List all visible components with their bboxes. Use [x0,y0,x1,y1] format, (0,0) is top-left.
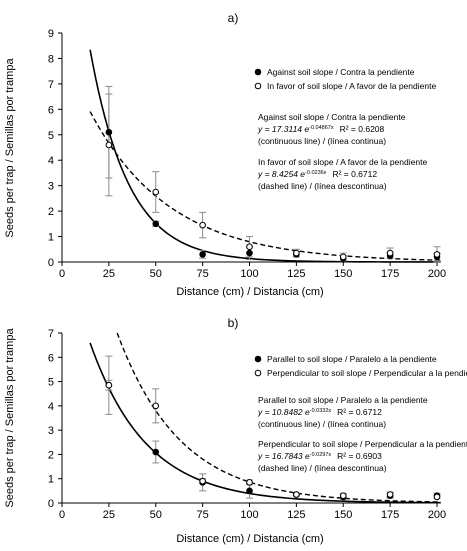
panel-a-y-tick-label: 4 [48,155,54,167]
panel-a-point-in-favor [152,188,160,196]
panel-b-y-axis-label: Seeds per trap / Semillas por trampa [4,328,16,508]
panel-a-x-tick-label: 175 [381,268,399,280]
panel-b-x-tick-label: 200 [428,509,446,521]
panel-a-title: a) [228,11,239,25]
panel-a-y-tick-label: 6 [48,104,54,116]
panel-b-fit-line-parallel [89,342,441,504]
panel-b-point-perpendicular [199,477,206,485]
panel-a-x-tick-label: 75 [197,268,209,280]
panel-a-point-against [246,249,253,257]
panel-b-legend: Parallel to soil slope / Paralelo a la p… [254,354,467,378]
panel-a-plot-area: 0 25 50 75 100 125 150 175 200 0 1 2 3 4 5 6 7 8 9 [48,28,446,280]
legend-marker-perpendicular [254,369,262,377]
panel-b-point-perpendicular [386,491,394,498]
eq-b2-note: (dashed line) / (línea descontinua) [258,463,387,473]
panel-a-y-tick-label: 9 [48,28,54,40]
panel-b-y-tick-label: 7 [48,328,54,340]
panel-a-point-in-favor [339,253,347,261]
panel-b-x-tick-label: 150 [334,509,352,521]
panel-a-point-against [105,128,113,136]
legend-label-against: Against soil slope / Contra la pendiente [267,67,415,77]
panel-b-point-parallel [152,448,160,456]
panel-a-y-tick-label: 5 [48,130,54,142]
panel-a-x-tick-label: 25 [103,268,115,280]
panel-b-x-axis-label: Distance (cm) / Distancia (cm) [176,533,323,545]
panel-a: a) 0 25 50 75 100 125 150 175 200 0 1 2 3 4 5 6 7 8 9 Dist… [4,11,446,298]
panel-a-equations: Against soil slope / Contra la pendiente… [257,112,427,191]
eq-a1-formula: y = 17.3114 e-0.04867x R² = 0.6208 [257,124,385,134]
eq-b1-note: (continuous line) / (línea continua) [258,419,386,429]
panel-b-x-tick-label: 175 [381,509,399,521]
panel-b-point-perpendicular [339,492,347,500]
panel-b-x-tick-label: 25 [103,509,115,521]
panel-b-point-perpendicular [152,402,160,410]
legend-marker-against [254,68,262,76]
legend-label-perpendicular: Perpendicular to soil slope / Perpendicu… [267,368,467,378]
panel-b-point-perpendicular [433,493,441,501]
panel-b-x-tick-label: 125 [287,509,305,521]
eq-a1-heading: Against soil slope / Contra la pendiente [258,112,406,122]
legend-label-in-favor: In favor of soil slope / A favor de la p… [267,81,436,91]
panel-b-x-tick-label: 75 [197,509,209,521]
panel-a-y-tick-label: 7 [48,79,54,91]
panel-a-y-tick-label: 1 [48,232,54,244]
panel-a-point-against [199,251,206,258]
panel-b-title: b) [228,316,239,330]
panel-a-x-axis-label: Distance (cm) / Distancia (cm) [176,286,323,298]
panel-a-x-tick-label: 125 [287,268,305,280]
panel-a-point-in-favor [246,243,253,251]
panel-a-x-tick-label: 0 [59,268,65,280]
panel-a-fit-line-against [89,49,441,263]
panel-a-y-axis-label: Seeds per trap / Semillas por trampa [4,58,16,238]
panel-b-y-tick-label: 5 [48,377,54,389]
panel-a-y-tick-label: 2 [48,206,54,218]
eq-b1-formula: y = 10.8482 e-0.0332x R² = 0.6712 [257,407,382,417]
eq-a2-heading: In favor of soil slope / A favor de la p… [258,157,427,167]
legend-marker-parallel [254,355,262,363]
panel-a-fit-line-in-favor [89,111,441,261]
panel-a-y-tick-label: 3 [48,181,54,193]
panel-a-point-against [152,220,160,228]
panel-b-point-perpendicular [293,491,300,498]
panel-b-point-parallel [246,487,253,495]
eq-b1-heading: Parallel to soil slope / Paralelo a la p… [258,395,428,405]
panel-a-x-tick-label: 50 [150,268,162,280]
panel-a-x-tick-label: 100 [240,268,258,280]
panel-a-x-tick-label: 150 [334,268,352,280]
panel-b-y-tick-label: 2 [48,449,54,461]
panel-b-x-tick-label: 100 [240,509,258,521]
panel-b-x-tick-label: 0 [59,509,65,521]
panel-b-point-perpendicular [246,479,253,486]
panel-b-point-perpendicular [105,381,113,389]
panel-b: b) 0 25 50 75 100 125 150 175 200 0 1 2 3 4 5 6 7 Distan… [4,316,467,545]
eq-b2-formula: y = 16.7843 e-0.0297x R² = 0.6903 [257,451,382,461]
eq-a2-formula: y = 8.4254 e-0.0236x R² = 0.6712 [257,169,377,179]
panel-b-y-tick-label: 0 [48,498,54,510]
panel-b-y-tick-label: 6 [48,352,54,364]
panel-b-x-tick-label: 50 [150,509,162,521]
panel-a-point-in-favor [386,249,394,257]
eq-a2-note: (dashed line) / (línea descontinua) [258,181,387,191]
panel-b-plot-area: 0 25 50 75 100 125 150 175 200 0 1 2 3 4 5 6 7 [48,328,446,521]
panel-b-equations: Parallel to soil slope / Paralelo a la p… [257,395,467,473]
legend-label-parallel: Parallel to soil slope / Paralelo a la p… [267,354,437,364]
panel-a-legend: Against soil slope / Contra la pendiente… [254,67,436,91]
legend-marker-in-favor [254,82,262,90]
panel-a-point-in-favor [105,141,113,149]
panel-a-point-in-favor [293,249,300,257]
panel-a-x-tick-label: 200 [428,268,446,280]
panel-a-y-tick-label: 8 [48,53,54,65]
panel-b-y-tick-label: 1 [48,474,54,486]
eq-b2-heading: Perpendicular to soil slope / Perpendicu… [258,439,467,449]
panel-b-y-tick-label: 3 [48,425,54,437]
panel-b-fit-line-perpendicular [116,332,441,503]
panel-a-point-in-favor [433,251,441,258]
panel-a-point-in-favor [199,221,206,229]
panel-a-y-tick-label: 0 [48,257,54,269]
eq-a1-note: (continuous line) / (línea continua) [258,136,386,146]
panel-b-y-tick-label: 4 [48,401,54,413]
